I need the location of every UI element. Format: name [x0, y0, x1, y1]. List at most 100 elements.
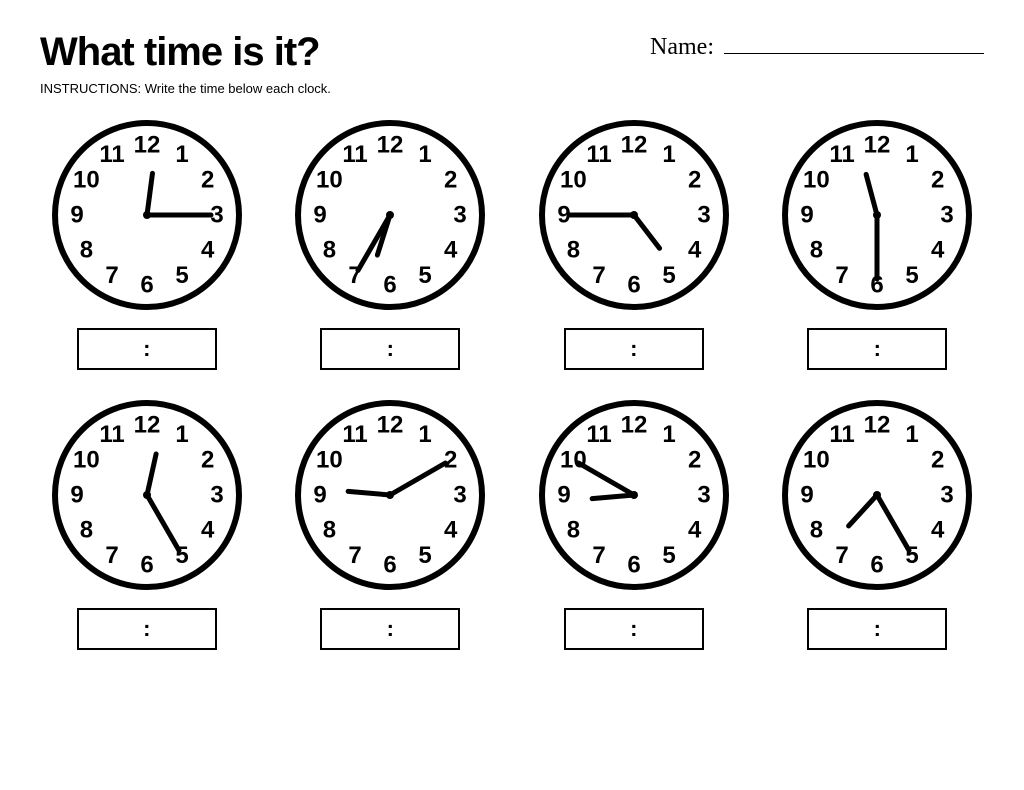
clock-numeral: 9 — [70, 202, 83, 229]
clock-center-dot — [386, 491, 394, 499]
clock-numeral: 2 — [444, 167, 457, 194]
answer-box[interactable]: : — [807, 328, 947, 370]
clock-face: 121234567891011 — [782, 400, 972, 590]
clock-numeral: 10 — [803, 167, 830, 194]
clock-center-dot — [630, 211, 638, 219]
answer-box[interactable]: : — [77, 608, 217, 650]
clock-numeral: 7 — [592, 262, 605, 289]
clock-numeral: 8 — [323, 517, 336, 544]
clock-numeral: 2 — [688, 167, 701, 194]
clock-numeral: 8 — [79, 517, 92, 544]
clock-numeral: 5 — [906, 262, 919, 289]
clock-face: 121234567891011 — [295, 120, 485, 310]
clock-numeral: 2 — [931, 447, 944, 474]
clock-numeral: 7 — [592, 542, 605, 569]
clock-numeral: 3 — [210, 482, 223, 509]
clock-numeral: 5 — [662, 262, 675, 289]
clock-cell: 121234567891011: — [294, 120, 488, 370]
clock-numeral: 10 — [560, 167, 587, 194]
clock-numeral: 11 — [99, 141, 124, 168]
clock-numeral: 11 — [343, 141, 368, 168]
clock-numeral: 8 — [566, 517, 579, 544]
clock-numeral: 2 — [201, 447, 214, 474]
clock-numeral: 9 — [314, 202, 327, 229]
clock-cell: 121234567891011: — [50, 120, 244, 370]
clock-cell: 121234567891011: — [781, 400, 975, 650]
clock-numeral: 12 — [133, 412, 160, 439]
clock-numeral: 8 — [810, 517, 823, 544]
clock-numeral: 7 — [836, 262, 849, 289]
clock-numeral: 6 — [140, 552, 153, 579]
clock-numeral: 6 — [871, 552, 884, 579]
clock-numeral: 10 — [316, 167, 343, 194]
clock-numeral: 9 — [70, 482, 83, 509]
clock-numeral: 5 — [419, 262, 432, 289]
clock-center-dot — [630, 491, 638, 499]
clock-numeral: 10 — [73, 447, 100, 474]
clock-numeral: 8 — [323, 237, 336, 264]
clock-numeral: 8 — [566, 237, 579, 264]
clock-numeral: 10 — [560, 447, 587, 474]
answer-box[interactable]: : — [564, 608, 704, 650]
name-input-line[interactable] — [724, 53, 984, 54]
clock-numeral: 4 — [688, 517, 702, 544]
clock-face: 121234567891011 — [52, 400, 242, 590]
clock-numeral: 5 — [419, 542, 432, 569]
clock-numeral: 4 — [444, 237, 458, 264]
instructions-text: Write the time below each clock. — [145, 81, 331, 96]
clock-cell: 121234567891011: — [537, 400, 731, 650]
clock-numeral: 7 — [836, 542, 849, 569]
clock-center-dot — [143, 491, 151, 499]
clock-cell: 121234567891011: — [537, 120, 731, 370]
name-label: Name: — [650, 34, 714, 61]
clock-numeral: 7 — [105, 542, 118, 569]
clock-numeral: 1 — [662, 141, 675, 168]
clock-numeral: 4 — [201, 517, 215, 544]
clock-face: 121234567891011 — [539, 120, 729, 310]
clock-numeral: 12 — [620, 412, 647, 439]
clock-numeral: 7 — [349, 542, 362, 569]
clock-face: 121234567891011 — [782, 120, 972, 310]
clock-numeral: 12 — [377, 132, 404, 159]
clock-numeral: 3 — [454, 482, 467, 509]
clock-numeral: 12 — [133, 132, 160, 159]
clock-numeral: 3 — [697, 202, 710, 229]
clock-numeral: 1 — [662, 421, 675, 448]
clock-numeral: 11 — [830, 421, 855, 448]
clock-numeral: 1 — [906, 421, 919, 448]
answer-box[interactable]: : — [807, 608, 947, 650]
clock-numeral: 12 — [620, 132, 647, 159]
clock-numeral: 3 — [941, 482, 954, 509]
clock-numeral: 12 — [864, 132, 891, 159]
clock-center-dot — [386, 211, 394, 219]
answer-box[interactable]: : — [320, 328, 460, 370]
clock-numeral: 3 — [941, 202, 954, 229]
clock-cell: 121234567891011: — [50, 400, 244, 650]
clock-numeral: 2 — [688, 447, 701, 474]
clock-numeral: 11 — [99, 421, 124, 448]
clock-numeral: 2 — [201, 167, 214, 194]
clock-numeral: 12 — [864, 412, 891, 439]
name-field: Name: — [650, 34, 984, 61]
clock-numeral: 5 — [175, 262, 188, 289]
clock-numeral: 10 — [316, 447, 343, 474]
clock-numeral: 12 — [377, 412, 404, 439]
clock-numeral: 3 — [454, 202, 467, 229]
clock-numeral: 11 — [586, 141, 611, 168]
clock-numeral: 11 — [343, 421, 368, 448]
answer-box[interactable]: : — [564, 328, 704, 370]
clock-face: 121234567891011 — [295, 400, 485, 590]
instructions: INSTRUCTIONS: Write the time below each … — [40, 81, 984, 96]
clock-numeral: 4 — [444, 517, 458, 544]
clock-numeral: 6 — [384, 552, 397, 579]
clock-numeral: 9 — [801, 482, 814, 509]
answer-box[interactable]: : — [320, 608, 460, 650]
clock-numeral: 4 — [201, 237, 215, 264]
answer-box[interactable]: : — [77, 328, 217, 370]
clock-center-dot — [143, 211, 151, 219]
clock-numeral: 7 — [105, 262, 118, 289]
clock-numeral: 6 — [140, 272, 153, 299]
instructions-prefix: INSTRUCTIONS: — [40, 81, 141, 96]
clock-center-dot — [873, 211, 881, 219]
clock-cell: 121234567891011: — [781, 120, 975, 370]
